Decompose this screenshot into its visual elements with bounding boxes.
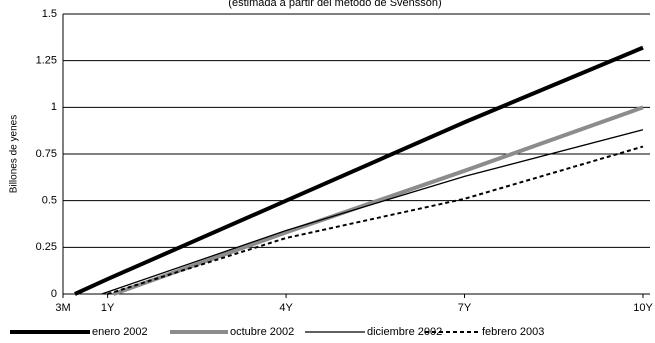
chart-subtitle: (estimada a partir del método de Svensso… [228, 0, 441, 9]
y-tick-label: 0.75 [36, 148, 57, 160]
series-line [112, 105, 644, 296]
y-tick-label: 1.25 [36, 55, 57, 67]
legend-label: febrero 2003 [482, 326, 544, 338]
legend-label: enero 2002 [92, 326, 148, 338]
legend-label: diciembre 2002 [367, 326, 442, 338]
x-tick-label: 4Y [279, 302, 293, 314]
x-tick-label: 10Y [633, 302, 653, 314]
legend-label: octubre 2002 [230, 326, 294, 338]
x-tick-label: 3M [55, 302, 70, 314]
y-tick-label: 0.5 [42, 195, 57, 207]
y-tick-label: 1 [51, 101, 57, 113]
x-tick-label: 7Y [458, 302, 472, 314]
y-tick-label: 0.25 [36, 241, 57, 253]
x-tick-label: 1Y [101, 302, 115, 314]
y-tick-label: 1.5 [42, 8, 57, 20]
series-line [101, 129, 644, 295]
series-line [107, 145, 644, 295]
series-line [74, 45, 644, 296]
y-axis-label: Billones de yenes [9, 115, 20, 193]
y-tick-label: 0 [51, 288, 57, 300]
